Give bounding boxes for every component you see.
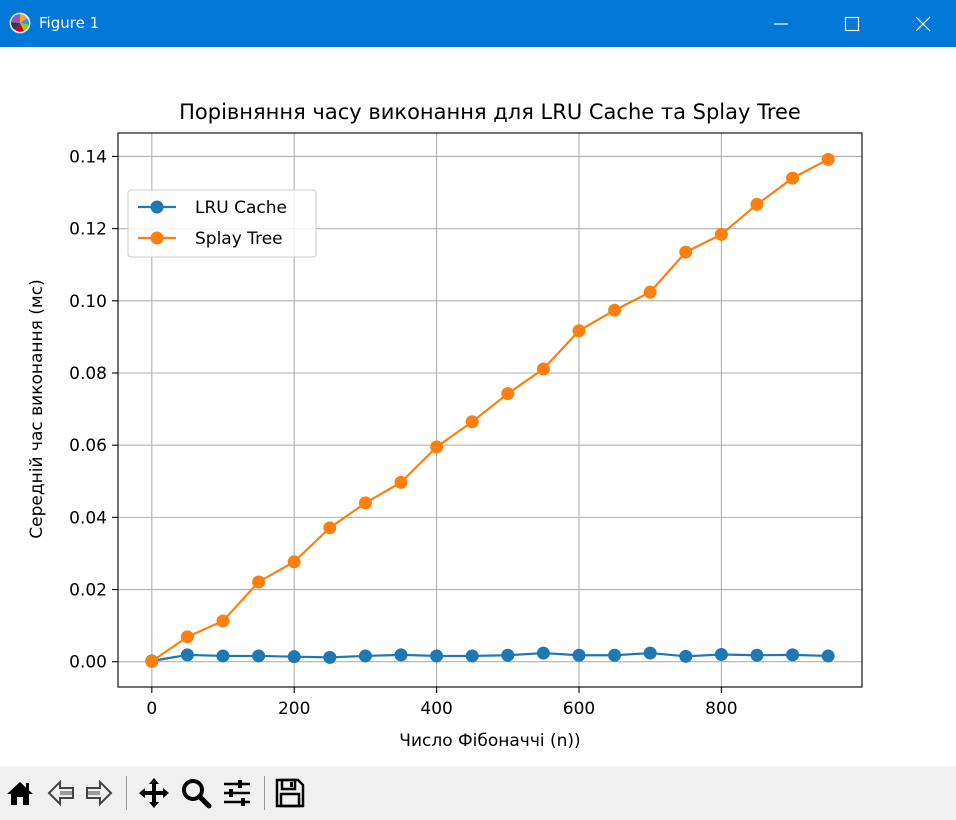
line-chart: 0 200 400 600 800 0.000.020.040.060.080.100.… [27,100,863,751]
chart-title: Порівняння часу виконання для LRU Cache … [179,100,801,124]
maximize-button[interactable] [817,0,887,47]
zoom-button[interactable] [179,776,213,810]
splay-tree-point [536,362,550,376]
configure-subplots-icon [224,780,250,806]
lru-cache-point [714,648,728,662]
y-tick-label: 0.00 [69,653,107,673]
navigation-toolbar [0,766,956,820]
splay-tree-point [608,303,622,317]
lru-cache-point [430,649,444,663]
grid-lines [118,133,862,687]
x-ticks: 0 200 400 600 800 [146,687,738,719]
home-button[interactable] [3,776,37,810]
lru-cache-point [394,648,408,662]
legend-splay-tree-marker [150,231,164,245]
splay-tree-point [145,654,159,668]
lru-cache-point [608,648,622,662]
x-tick-label: 0 [146,699,157,719]
splay-tree-point [501,387,515,401]
lru-cache-point [821,649,835,663]
y-tick-label: 0.10 [69,292,107,312]
splay-tree-point [252,575,266,589]
legend-lru-cache-label: LRU Cache [195,198,287,218]
lru-cache-point [536,646,550,660]
window-title: Figure 1 [39,14,100,32]
splay-tree-point [750,197,764,211]
splay-tree-point [821,152,835,166]
figure-canvas[interactable]: 0 200 400 600 800 0.00 0.02 0.04 0.06 0.08 0.10 0.… [0,47,956,766]
back-arrow-icon [47,779,74,807]
y-axis-label: Середній час виконання (мс) [27,279,47,538]
x-tick-label: 200 [278,699,310,719]
y-tick-label: 0.06 [69,436,107,456]
configure-subplots-button[interactable] [220,776,254,810]
y-tick-label: 0.14 [69,147,107,167]
close-button[interactable] [888,0,956,47]
legend-splay-tree-label: Splay Tree [195,229,283,249]
lru-cache-point [572,648,586,662]
splay-tree-point [430,440,444,454]
lru-cache-point [252,649,266,663]
legend: LRU Cache Splay Tree [127,189,317,258]
toolbar-separator [126,776,127,810]
minimize-button[interactable] [746,0,816,47]
back-button[interactable] [44,776,78,810]
y-ticks: 0.00 0.02 0.04 0.06 0.08 0.10 0.12 0.14 [69,147,118,673]
lru-cache-point [323,650,337,664]
splay-tree-point [679,245,693,259]
toolbar-separator [264,776,265,810]
home-icon [7,782,33,805]
splay-tree-line [151,158,829,663]
matplotlib-logo-icon [9,12,31,34]
lru-cache-point [180,648,194,662]
splay-tree-point [643,285,657,299]
splay-tree-point [786,171,800,185]
minimize-icon [774,22,788,25]
pan-icon [139,778,169,808]
lru-cache-point [465,649,479,663]
y-tick-label: 0.12 [69,220,107,240]
forward-button[interactable] [82,776,116,810]
splay-tree-point [323,521,337,535]
legend-lru-cache-marker [150,200,164,214]
lru-cache-point [358,649,372,663]
splay-tree-point [180,630,194,644]
plot-frame [117,132,863,688]
splay-tree-point [714,227,728,241]
forward-arrow-icon [86,779,113,807]
save-icon [275,778,305,808]
y-tick-label: 0.04 [69,508,107,528]
y-tick-label: 0.08 [69,364,107,384]
x-tick-label: 600 [563,699,595,719]
x-axis-label: Число Фібоначчі (n)) [399,731,580,751]
splay-tree-point [287,555,301,569]
splay-tree-point [394,475,408,489]
lru-cache-point [501,648,515,662]
lru-cache-point [216,649,230,663]
lru-cache-point [643,646,657,660]
splay-tree-point [358,496,372,510]
save-button[interactable] [273,776,307,810]
close-icon [915,16,931,31]
lru-cache-point [287,650,301,664]
series-markers [145,152,835,668]
splay-tree-point [572,324,586,338]
maximize-icon [844,16,860,31]
lru-cache-point [750,648,764,662]
window-titlebar: Figure 1 [0,0,956,47]
x-tick-label: 800 [705,699,737,719]
y-tick-label: 0.02 [69,581,107,601]
splay-tree-point [465,415,479,429]
zoom-icon [182,779,212,809]
splay-tree-point [216,614,230,628]
lru-cache-point [786,648,800,662]
lru-cache-point [679,649,693,663]
pan-button[interactable] [137,776,171,810]
x-tick-label: 400 [420,699,452,719]
